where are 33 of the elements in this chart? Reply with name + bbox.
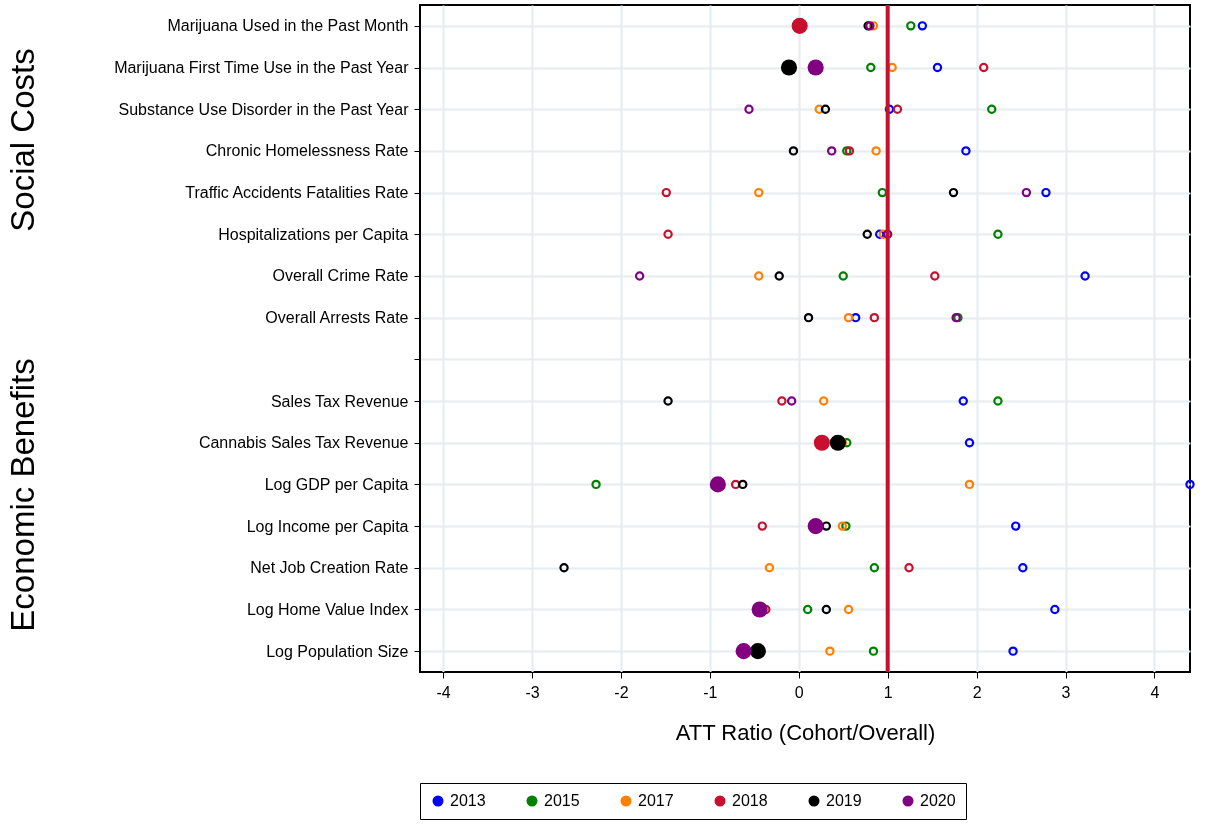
x-tick-label: 0 [794, 683, 804, 701]
x-tick-label: -2 [614, 683, 629, 701]
y-tick-label: Log GDP per Capita [264, 475, 409, 493]
legend-label: 2017 [638, 792, 674, 809]
y-tick-label: Substance Use Disorder in the Past Year [118, 100, 410, 118]
y-tick-label: Hospitalizations per Capita [218, 225, 409, 243]
y-tick-label: Traffic Accidents Fatalities Rate [185, 184, 409, 202]
legend-label: 2020 [920, 792, 956, 809]
x-tick-label: -1 [703, 683, 718, 701]
legend-label: 2018 [732, 792, 768, 809]
y-tick-label: Marijuana Used in the Past Month [167, 17, 409, 35]
text: Social Costs [3, 47, 42, 234]
y-tick-label: Log Population Size [266, 642, 409, 660]
x-tick-label: -3 [525, 683, 540, 701]
x-tick-label: 2 [972, 683, 982, 701]
legend-label: 2013 [450, 792, 486, 809]
x-tick-label: 4 [1150, 683, 1160, 701]
text: Economic Benefits [3, 357, 42, 634]
x-tick-label: -4 [436, 683, 451, 701]
y-tick-label: Log Home Value Index [246, 600, 409, 618]
y-tick-label: Cannabis Sales Tax Revenue [198, 434, 409, 452]
y-tick-label: Overall Crime Rate [272, 267, 409, 285]
y-tick-label: Chronic Homelessness Rate [205, 142, 409, 160]
y-tick-label: Log Income per Capita [246, 517, 409, 535]
x-tick-label: 1 [883, 683, 893, 701]
y-tick-label: Sales Tax Revenue [270, 392, 409, 410]
legend-label: 2015 [544, 792, 580, 809]
y-tick-label: Net Job Creation Rate [250, 559, 409, 577]
y-tick-label: Marijuana First Time Use in the Past Year [114, 59, 410, 77]
x-tick-label: 3 [1061, 683, 1071, 701]
x-axis-title: ATT Ratio (Cohort/Overall) [675, 719, 936, 745]
y-tick-label: Overall Arrests Rate [265, 309, 409, 327]
legend-label: 2019 [826, 792, 862, 809]
